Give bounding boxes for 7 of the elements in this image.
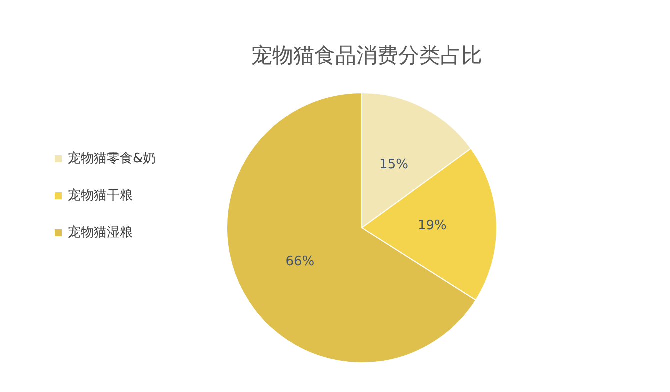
legend-label: 宠物猫干粮 — [68, 188, 133, 204]
data-label: 66% — [286, 254, 315, 270]
chart-title: 宠物猫食品消费分类占比 — [252, 44, 482, 68]
legend-label: 宠物猫零食&奶 — [68, 152, 156, 166]
data-label: 15% — [380, 158, 408, 173]
data-label: 19% — [418, 218, 447, 234]
legend-label: 宠物猫湿粮 — [68, 226, 133, 240]
